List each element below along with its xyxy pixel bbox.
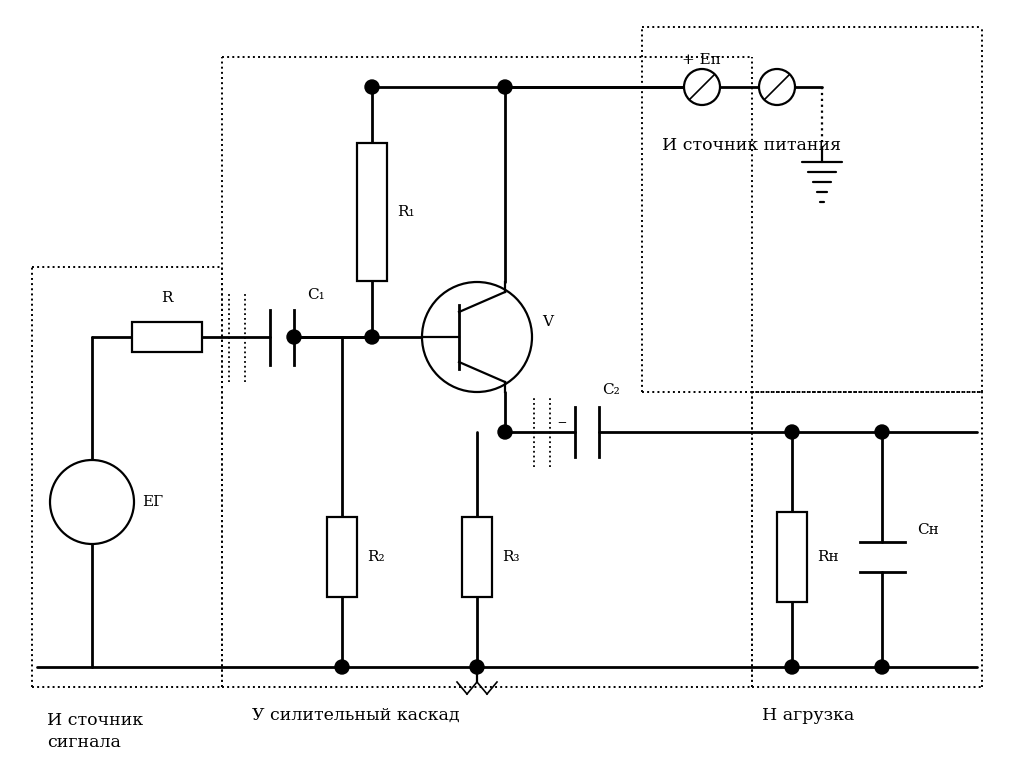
Text: И сточник
сигнала: И сточник сигнала — [47, 712, 143, 751]
Circle shape — [50, 460, 134, 544]
Circle shape — [335, 660, 349, 674]
Text: + Eп: + Eп — [682, 53, 721, 67]
Circle shape — [874, 660, 889, 674]
Text: Cн: Cн — [918, 523, 939, 537]
Text: Rн: Rн — [817, 550, 839, 564]
Text: Н агрузка: Н агрузка — [762, 707, 854, 724]
Text: И сточник питания: И сточник питания — [662, 137, 841, 154]
Text: –: – — [557, 413, 566, 431]
Circle shape — [498, 425, 512, 439]
Bar — [462, 517, 492, 597]
Bar — [777, 512, 807, 602]
Bar — [327, 517, 357, 597]
Circle shape — [470, 660, 484, 674]
Circle shape — [287, 330, 301, 344]
Text: R₁: R₁ — [397, 205, 415, 219]
Circle shape — [759, 69, 795, 105]
Text: R: R — [161, 291, 173, 305]
Text: У силительный каскад: У силительный каскад — [252, 707, 460, 724]
Circle shape — [684, 69, 720, 105]
Bar — [132, 322, 202, 352]
Text: EГ: EГ — [142, 495, 163, 509]
Circle shape — [785, 425, 799, 439]
Bar — [357, 143, 387, 281]
Circle shape — [422, 282, 532, 392]
Text: R₂: R₂ — [367, 550, 385, 564]
Text: C₁: C₁ — [307, 288, 325, 302]
Circle shape — [874, 425, 889, 439]
Text: R₃: R₃ — [502, 550, 519, 564]
Text: C₂: C₂ — [602, 383, 620, 397]
Circle shape — [498, 80, 512, 94]
Circle shape — [785, 660, 799, 674]
Circle shape — [365, 330, 379, 344]
Circle shape — [365, 80, 379, 94]
Text: V: V — [542, 315, 553, 329]
